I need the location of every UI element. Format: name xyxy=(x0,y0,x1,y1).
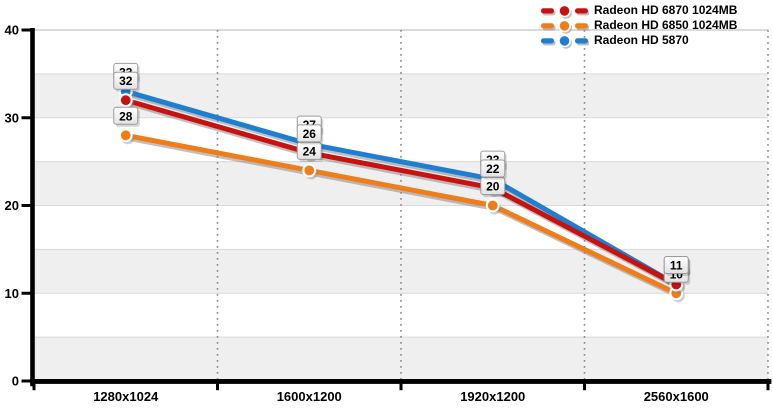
y-tick-label: 10 xyxy=(5,286,19,301)
line-marker-icon xyxy=(541,4,589,19)
point-label: 26 xyxy=(303,127,317,141)
point-label: 11 xyxy=(670,258,683,272)
y-tick xyxy=(21,116,31,120)
series-line xyxy=(123,97,679,287)
point-label-box xyxy=(480,159,506,178)
x-tick xyxy=(766,383,770,391)
x-category-label: 1920x1200 xyxy=(460,389,525,404)
line-marker-icon xyxy=(541,34,589,49)
line-marker-icon xyxy=(541,19,589,34)
x-tick xyxy=(399,383,403,391)
series-line xyxy=(123,132,679,296)
legend-item-radeon-hd-6850: Radeon HD 6850 1024MB xyxy=(541,18,738,34)
x-category-label: 1280x1024 xyxy=(93,389,159,404)
point-label-box xyxy=(113,71,139,90)
y-tick xyxy=(21,28,31,32)
series-line xyxy=(123,88,679,287)
x-category-label: 1600x1200 xyxy=(277,389,342,404)
data-point xyxy=(304,165,315,176)
x-tick xyxy=(583,383,586,391)
point-label-box xyxy=(113,106,139,125)
y-tick xyxy=(21,379,31,383)
point-label: 28 xyxy=(119,109,133,123)
point-label-box xyxy=(296,124,322,143)
data-point xyxy=(120,130,131,141)
point-label-box xyxy=(480,177,506,195)
point-label: 22 xyxy=(486,162,500,176)
y-tick xyxy=(21,204,31,207)
x-tick xyxy=(216,383,219,391)
x-category-label: 2560x1600 xyxy=(644,389,709,404)
point-label-box xyxy=(296,141,322,160)
y-tick-label: 40 xyxy=(5,23,19,38)
y-tick-label: 20 xyxy=(5,198,19,213)
legend: Radeon HD 6870 1024MB Radeon HD 6850 102… xyxy=(541,3,738,49)
y-tick xyxy=(21,291,31,295)
point-label: 32 xyxy=(119,74,133,88)
point-label-box xyxy=(663,255,689,274)
legend-item-radeon-hd-5870: Radeon HD 5870 xyxy=(541,33,737,49)
y-tick-label: 0 xyxy=(12,374,19,389)
y-tick-label: 30 xyxy=(5,110,19,125)
legend-label: Radeon HD 6850 1024MB xyxy=(594,18,738,32)
data-point xyxy=(487,200,498,211)
y-axis xyxy=(30,28,35,387)
point-label: 24 xyxy=(303,144,317,158)
x-axis xyxy=(30,379,772,384)
legend-item-radeon-hd-6870: Radeon HD 6870 1024MB xyxy=(541,3,738,19)
point-label: 20 xyxy=(486,180,500,194)
data-point xyxy=(120,95,131,106)
x-tick xyxy=(32,383,36,391)
legend-label: Radeon HD 6870 1024MB xyxy=(594,3,738,17)
legend-label: Radeon HD 5870 xyxy=(594,33,689,47)
